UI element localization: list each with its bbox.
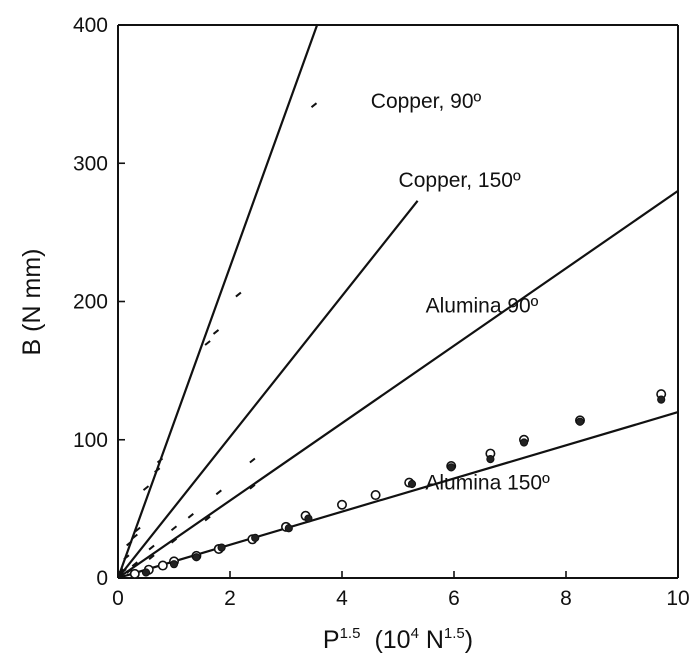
point-alumina-90 bbox=[204, 515, 211, 522]
y-axis-title: B (N mm) bbox=[18, 249, 46, 356]
point-alumina-90 bbox=[170, 537, 178, 544]
x-axis-title-base-sup: 1.5 bbox=[340, 625, 361, 642]
point-copper-90 bbox=[154, 467, 161, 473]
point-copper-90 bbox=[156, 457, 164, 464]
x-axis-title-base: P bbox=[323, 626, 340, 654]
point-filled-alumina-150 bbox=[447, 463, 456, 472]
fit-line-copper-90 bbox=[116, 23, 319, 579]
x-axis-title: P1.5 (104 N1.5) bbox=[323, 625, 473, 654]
y-tick-label: 100 bbox=[73, 429, 108, 452]
point-copper-90 bbox=[212, 329, 220, 335]
point-copper-90 bbox=[235, 291, 242, 298]
point-alumina-150 bbox=[157, 560, 168, 571]
fit-line-alumina-150 bbox=[117, 411, 679, 580]
series-label-copper-90: Copper, 90º bbox=[371, 90, 482, 113]
y-tick-label: 400 bbox=[73, 14, 108, 37]
point-filled-alumina-150 bbox=[657, 395, 666, 404]
point-copper-150 bbox=[170, 525, 178, 532]
point-alumina-90 bbox=[148, 554, 155, 561]
series-label-copper-150: Copper, 150º bbox=[399, 169, 521, 192]
point-filled-alumina-150 bbox=[284, 524, 293, 533]
point-copper-90 bbox=[126, 540, 133, 547]
point-copper-90 bbox=[123, 554, 130, 561]
series-labels: Copper, 90º Copper, 150º Alumina 90º Alumin… bbox=[371, 90, 550, 495]
data-markers bbox=[117, 102, 667, 579]
point-filled-alumina-150 bbox=[575, 417, 585, 426]
point-copper-150 bbox=[120, 568, 127, 574]
fit-line-alumina-90 bbox=[117, 189, 679, 579]
point-copper-90 bbox=[204, 340, 211, 346]
y-tick-label: 200 bbox=[73, 291, 108, 314]
x-tick-label: 2 bbox=[224, 587, 236, 610]
point-filled-alumina-150 bbox=[217, 543, 226, 552]
x-axis-title-unit-sup: 4 bbox=[411, 625, 419, 642]
point-filled-alumina-150 bbox=[519, 438, 529, 447]
y-tick-label: 300 bbox=[73, 152, 108, 175]
point-filled-alumina-150 bbox=[169, 560, 179, 569]
series-label-alumina-150: Alumina 150º bbox=[425, 472, 550, 495]
point-copper-150 bbox=[131, 561, 138, 567]
point-copper-150 bbox=[148, 544, 155, 551]
point-copper-150 bbox=[215, 489, 222, 496]
point-copper-90 bbox=[131, 533, 138, 540]
point-copper-90 bbox=[310, 102, 318, 108]
fit-lines bbox=[116, 23, 679, 580]
point-filled-alumina-150 bbox=[407, 479, 417, 489]
x-tick-label: 6 bbox=[448, 587, 460, 610]
y-tick-label: 0 bbox=[96, 567, 108, 590]
x-axis-title-unit-close: ) bbox=[465, 626, 473, 654]
x-axis-title-unit-sup2: 1.5 bbox=[444, 625, 465, 642]
point-filled-alumina-150 bbox=[251, 533, 260, 543]
point-copper-90 bbox=[117, 568, 124, 574]
point-alumina-90 bbox=[126, 568, 133, 574]
point-copper-150 bbox=[187, 513, 194, 519]
point-copper-90 bbox=[134, 526, 141, 533]
x-axis-title-unit-open: (10 bbox=[374, 626, 410, 654]
fit-line-copper-150 bbox=[117, 200, 419, 579]
x-tick-label: 4 bbox=[336, 587, 348, 610]
point-copper-90 bbox=[142, 485, 150, 491]
point-alumina-90 bbox=[249, 483, 256, 490]
series-label-alumina-90: Alumina 90º bbox=[426, 295, 539, 318]
point-copper-150 bbox=[249, 457, 256, 464]
x-tick-label: 10 bbox=[666, 587, 689, 610]
point-alumina-150 bbox=[370, 490, 381, 501]
point-alumina-150 bbox=[129, 568, 140, 579]
point-filled-alumina-150 bbox=[141, 568, 151, 577]
point-filled-alumina-150 bbox=[304, 514, 313, 523]
x-axis-title-unit-mid: N bbox=[419, 626, 444, 654]
point-filled-alumina-150 bbox=[486, 455, 495, 464]
x-tick-label: 0 bbox=[112, 587, 124, 610]
point-alumina-150 bbox=[336, 499, 347, 510]
point-filled-alumina-150 bbox=[192, 553, 201, 562]
x-tick-label: 8 bbox=[560, 587, 572, 610]
